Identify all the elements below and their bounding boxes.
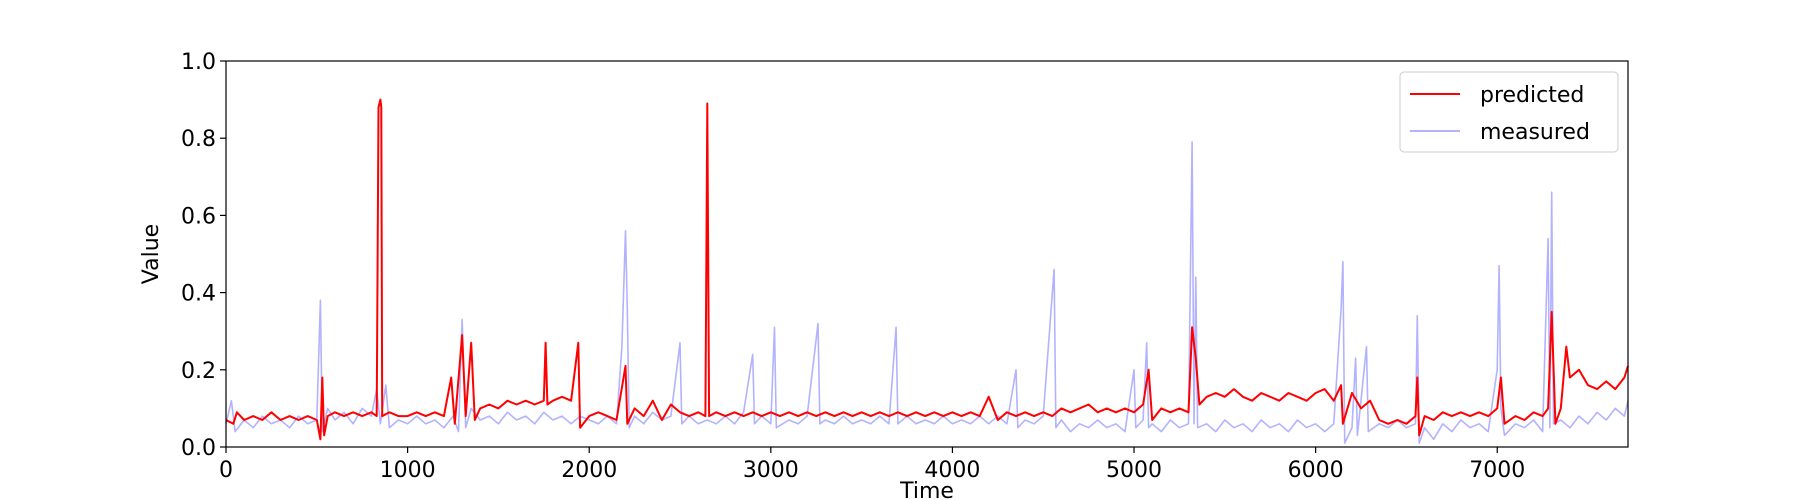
y-tick-label: 0.0 [181, 436, 216, 461]
y-axis: 0.0 0.2 0.4 0.6 0.8 1.0 [181, 50, 226, 461]
series-line-predicted [225, 98, 1629, 441]
legend-box [1399, 71, 1619, 153]
x-tick-label: 6000 [1288, 458, 1344, 483]
x-tick-label: 3000 [743, 458, 799, 483]
y-tick-label: 0.2 [181, 359, 216, 384]
legend-label-predicted: predicted [1480, 83, 1584, 108]
x-axis-label: Time [899, 479, 954, 500]
series-line-measured [225, 141, 1629, 444]
x-axis: 0 1000 2000 3000 4000 5000 6000 7000 [219, 447, 1525, 483]
x-tick-label: 7000 [1469, 458, 1525, 483]
x-tick-label: 2000 [561, 458, 617, 483]
y-tick-label: 1.0 [181, 50, 216, 75]
plot-frame [225, 60, 1629, 448]
y-tick-label: 0.8 [181, 127, 216, 152]
y-tick-label: 0.4 [181, 282, 216, 307]
x-tick-label: 4000 [924, 458, 980, 483]
y-axis-label: Value [139, 224, 164, 284]
x-tick-label: 1000 [380, 458, 436, 483]
legend: predicted measured [1399, 71, 1619, 153]
series-layer [225, 98, 1629, 444]
y-tick-label: 0.6 [181, 204, 216, 229]
x-tick-label: 5000 [1106, 458, 1162, 483]
x-tick-label: 0 [219, 458, 233, 483]
legend-label-measured: measured [1480, 120, 1590, 145]
